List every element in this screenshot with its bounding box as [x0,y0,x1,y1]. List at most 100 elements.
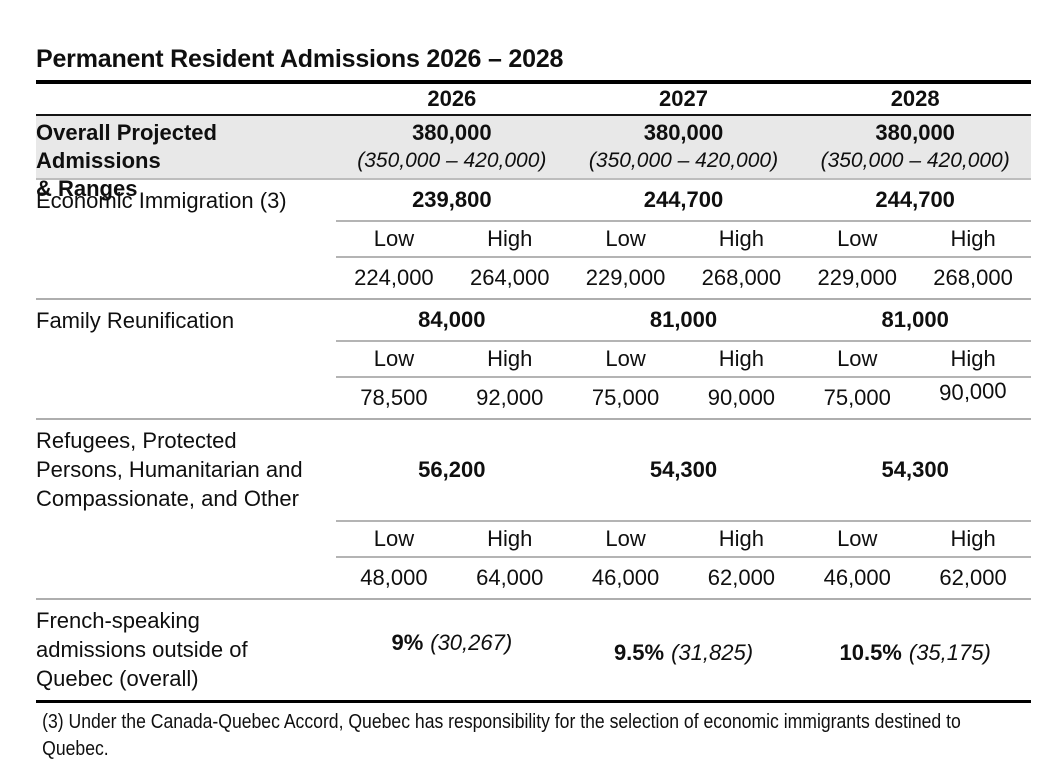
range-pair-2026: 224,000 264,000 [336,258,568,298]
section-refugees-humanitarian: Refugees, Protected Persons, Humanitaria… [36,420,1031,600]
low-header: Low [373,226,415,251]
section-french-speaking: French-speaking admissions outside of Qu… [36,600,1031,703]
year-header-2028: 2028 [890,86,940,111]
low-value-2026: 78,500 [360,385,428,410]
low-header: Low [605,346,646,371]
high-value-2028: 268,000 [933,265,1013,290]
french-cell-2028: 10.5% (35,175) [799,603,1031,703]
high-header: High [487,526,533,551]
section-label-line: French-speaking [36,608,200,633]
french-percent-2028: 10.5% [839,640,902,665]
low-header: Low [837,226,878,251]
section-economic-immigration: Economic Immigration (3) 239,800 244,700… [36,180,1031,300]
overall-cell-2027: 380,000 (350,000 – 420,000) [568,116,800,203]
projected-values-row: 56,200 54,300 54,300 [336,420,1031,522]
low-high-pair-2027: Low High [568,522,800,556]
range-values-row: 224,000 264,000 229,000 268,000 229,000 … [336,258,1031,298]
low-value-2026: 224,000 [354,265,434,290]
low-high-pair-2026: Low High [336,342,568,376]
low-high-pair-2026: Low High [336,522,568,556]
range-values-row: 48,000 64,000 46,000 62,000 46,000 62,00… [336,558,1031,598]
low-value-2027: 75,000 [591,385,660,410]
section-label-line: admissions outside of [36,637,248,662]
french-cell-2027: 9.5% (31,825) [568,603,800,703]
range-pair-2027: 229,000 268,000 [568,258,800,298]
section-label: Refugees, Protected Persons, Humanitaria… [36,420,336,598]
admissions-table: 2026 2027 2028 Overall Projected Admissi… [36,80,1031,703]
year-header-2027: 2027 [659,86,708,111]
range-pair-2026: 78,500 92,000 [336,378,568,418]
high-value-2028: 62,000 [939,565,1007,590]
section-label: Economic Immigration (3) [36,180,336,298]
projected-values-row: 239,800 244,700 244,700 [336,180,1031,222]
low-high-header-row: Low High Low High Low High [336,522,1031,558]
projected-value-2027: 81,000 [649,307,718,332]
french-cell-2026: 9% (30,267) [336,593,568,693]
year-header-2026: 2026 [427,86,477,111]
footnote: (3) Under the Canada-Quebec Accord, Queb… [36,703,961,763]
overall-cell-2028: 380,000 (350,000 – 420,000) [799,116,1031,203]
high-header: High [718,226,765,251]
section-label-line: Refugees, Protected [36,428,237,453]
projected-value-2026: 84,000 [418,307,486,332]
low-header: Low [837,526,878,551]
low-value-2027: 229,000 [585,265,666,290]
section-label-line: Persons, Humanitarian and [36,457,303,482]
high-header: High [718,526,765,551]
low-value-2028: 46,000 [823,565,891,590]
french-percent-2026: 9% [391,630,424,655]
overall-admissions-row: Overall Projected Admissions & Ranges 38… [36,116,1031,201]
section-family-reunification: Family Reunification 84,000 81,000 81,00… [36,300,1031,420]
low-header: Low [605,226,646,251]
low-high-pair-2028: Low High [799,522,1031,556]
footnote-line: (3) Under the Canada-Quebec Accord, Queb… [42,711,961,733]
high-value-2026: 64,000 [476,565,544,590]
projected-value-2028: 54,300 [881,457,949,482]
high-header: High [487,346,533,371]
overall-range-2027: (350,000 – 420,000) [588,149,779,172]
range-values-row: 78,500 92,000 75,000 90,000 75,000 90,00… [336,378,1031,418]
projected-value-2027: 54,300 [649,457,718,482]
range-pair-2028: 229,000 268,000 [799,258,1031,298]
projected-values-row: 84,000 81,000 81,000 [336,300,1031,342]
french-values: 9% (30,267) 9.5% (31,825) 10.5% (35,175) [336,600,1031,700]
high-header: High [487,226,533,251]
section-data: 239,800 244,700 244,700 Low High Low Hig… [336,180,1031,298]
overall-range-2028: (350,000 – 420,000) [820,149,1010,172]
french-count-2028: (35,175) [908,640,991,665]
overall-cell-2026: 380,000 (350,000 – 420,000) [336,116,568,203]
low-header: Low [373,526,415,551]
high-header: High [950,346,996,371]
overall-label: Overall Projected Admissions & Ranges [36,116,336,203]
low-high-header-row: Low High Low High Low High [336,342,1031,378]
overall-value-2028: 380,000 [875,120,955,145]
low-high-pair-2028: Low High [799,222,1031,256]
section-label-line: Family Reunification [36,308,235,333]
footnote-line: Quebec. [42,738,109,760]
projected-value-2026: 56,200 [418,457,486,482]
low-value-2028: 75,000 [823,385,891,410]
high-header: High [950,226,996,251]
range-pair-2027: 75,000 90,000 [568,378,800,418]
section-data: 84,000 81,000 81,000 Low High Low High L… [336,300,1031,418]
overall-label-line: Overall Projected Admissions [36,120,217,173]
high-header: High [718,346,765,371]
page-title: Permanent Resident Admissions 2026 – 202… [36,45,564,73]
low-high-pair-2028: Low High [799,342,1031,376]
high-value-2027: 90,000 [707,385,776,410]
low-header: Low [373,346,415,371]
overall-label-line: & Ranges [36,176,138,201]
low-value-2028: 229,000 [817,265,897,290]
low-header: Low [605,526,646,551]
french-count-2027: (31,825) [671,640,754,665]
overall-value-2026: 380,000 [412,120,492,145]
section-label: French-speaking admissions outside of Qu… [36,600,336,700]
range-pair-2027: 46,000 62,000 [568,558,800,598]
low-high-header-row: Low High Low High Low High [336,222,1031,258]
french-count-2026: (30,267) [430,630,513,655]
section-label: Family Reunification [36,300,336,418]
projected-value-2028: 81,000 [881,307,949,332]
range-pair-2026: 48,000 64,000 [336,558,568,598]
low-high-pair-2027: Low High [568,342,800,376]
